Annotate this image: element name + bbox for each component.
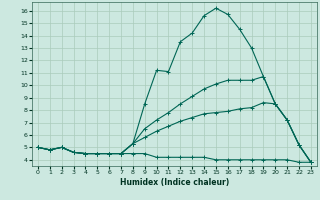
X-axis label: Humidex (Indice chaleur): Humidex (Indice chaleur) (120, 178, 229, 187)
